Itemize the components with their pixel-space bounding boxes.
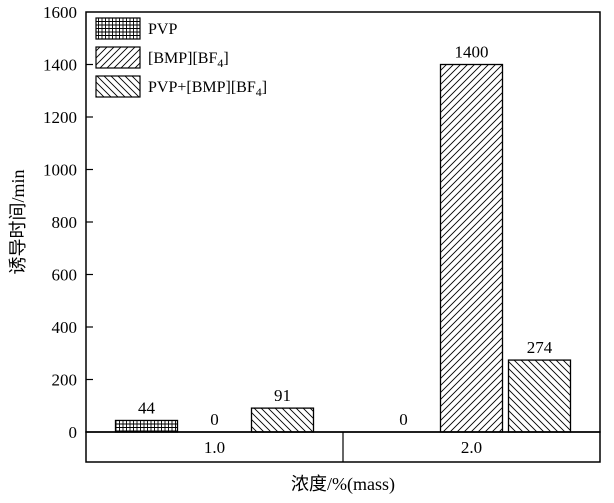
bar-value-label: 274: [527, 338, 553, 357]
bar-value-label: 1400: [455, 43, 489, 62]
y-tick-label: 600: [52, 266, 78, 285]
y-tick-label: 1600: [43, 3, 77, 22]
bar-value-label: 44: [138, 398, 156, 417]
legend-label: PVP: [148, 21, 177, 38]
legend-label: PVP+[BMP][BF4]: [148, 79, 267, 99]
y-tick-label: 1200: [43, 108, 77, 127]
y-tick-label: 400: [52, 318, 78, 337]
legend-swatch-diag-back: [95, 75, 141, 98]
y-tick-label: 0: [69, 423, 78, 442]
bar-value-label: 0: [399, 410, 408, 429]
y-tick-label: 1400: [43, 56, 77, 75]
y-axis-title: 诱导时间/min: [8, 169, 28, 274]
y-tick-label: 200: [52, 371, 78, 390]
bar-value-label: 91: [274, 386, 291, 405]
bar-diag-back-2.0: [507, 359, 572, 433]
y-tick-label: 1000: [43, 161, 77, 180]
bar-diag-forward-2.0: [439, 63, 504, 433]
x-category-label: 1.0: [204, 438, 225, 457]
x-axis-title: 浓度/%(mass): [291, 474, 395, 495]
bar-value-label: 0: [210, 410, 219, 429]
legend-swatch-grid: [95, 17, 141, 40]
legend-swatch-diag-forward: [95, 46, 141, 69]
legend-label: [BMP][BF4]: [148, 50, 229, 70]
bar-diag-back-1.0: [250, 407, 315, 433]
x-category-label: 2.0: [461, 438, 482, 457]
bar-grid-1.0: [114, 419, 179, 433]
y-tick-label: 800: [52, 213, 78, 232]
